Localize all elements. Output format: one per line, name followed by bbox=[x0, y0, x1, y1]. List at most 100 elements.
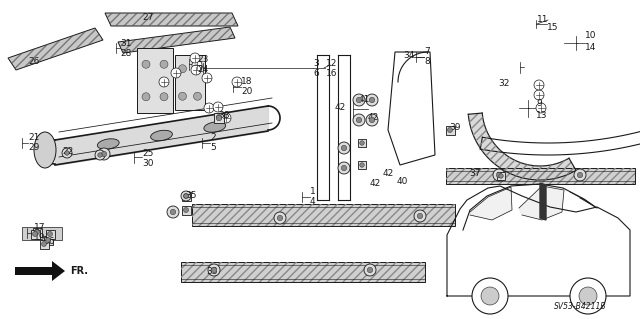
Text: 28: 28 bbox=[120, 48, 131, 57]
Circle shape bbox=[534, 80, 544, 90]
Circle shape bbox=[62, 148, 72, 158]
Text: 40: 40 bbox=[397, 177, 408, 187]
Bar bbox=[137, 48, 173, 113]
Circle shape bbox=[481, 287, 499, 305]
Text: 2: 2 bbox=[210, 133, 216, 143]
Circle shape bbox=[356, 117, 362, 123]
Circle shape bbox=[95, 150, 105, 160]
Circle shape bbox=[274, 212, 286, 224]
Circle shape bbox=[216, 115, 222, 121]
Circle shape bbox=[366, 114, 378, 126]
Circle shape bbox=[579, 287, 597, 305]
Text: 29: 29 bbox=[28, 144, 40, 152]
Text: 23: 23 bbox=[197, 56, 209, 64]
Circle shape bbox=[47, 232, 52, 236]
Circle shape bbox=[98, 148, 110, 160]
Circle shape bbox=[414, 210, 426, 222]
Text: 21: 21 bbox=[28, 133, 40, 143]
Circle shape bbox=[171, 68, 181, 78]
Circle shape bbox=[356, 97, 362, 103]
Circle shape bbox=[191, 65, 201, 75]
Text: 17: 17 bbox=[34, 224, 45, 233]
Circle shape bbox=[341, 145, 347, 151]
Circle shape bbox=[179, 92, 186, 100]
Text: 19: 19 bbox=[34, 234, 45, 242]
Text: 18: 18 bbox=[241, 78, 253, 86]
Text: 41: 41 bbox=[359, 95, 371, 105]
Bar bbox=[182, 205, 191, 214]
Circle shape bbox=[35, 229, 40, 234]
Bar bbox=[44, 235, 52, 244]
Bar bbox=[33, 227, 42, 236]
Circle shape bbox=[216, 115, 221, 120]
Text: 33: 33 bbox=[206, 268, 218, 277]
Circle shape bbox=[101, 151, 107, 157]
Circle shape bbox=[366, 94, 378, 106]
Circle shape bbox=[192, 60, 202, 70]
Circle shape bbox=[160, 60, 168, 68]
Ellipse shape bbox=[204, 122, 226, 132]
Polygon shape bbox=[540, 183, 546, 220]
Circle shape bbox=[142, 60, 150, 68]
Circle shape bbox=[338, 162, 350, 174]
Bar bbox=[45, 229, 54, 239]
Circle shape bbox=[353, 114, 365, 126]
Circle shape bbox=[353, 94, 365, 106]
Text: 16: 16 bbox=[326, 69, 337, 78]
Circle shape bbox=[45, 237, 51, 242]
Circle shape bbox=[577, 172, 582, 178]
Circle shape bbox=[493, 169, 505, 181]
Text: 26: 26 bbox=[28, 56, 40, 65]
Circle shape bbox=[338, 142, 350, 154]
Text: 14: 14 bbox=[585, 42, 596, 51]
Bar bbox=[40, 240, 49, 249]
Circle shape bbox=[204, 103, 214, 113]
Circle shape bbox=[170, 209, 176, 215]
Circle shape bbox=[142, 93, 150, 101]
Polygon shape bbox=[118, 27, 235, 53]
Text: 3: 3 bbox=[313, 58, 319, 68]
Circle shape bbox=[360, 163, 364, 167]
Ellipse shape bbox=[97, 139, 119, 149]
Circle shape bbox=[208, 264, 220, 276]
Circle shape bbox=[213, 102, 223, 112]
Ellipse shape bbox=[150, 130, 172, 141]
Text: 8: 8 bbox=[424, 57, 429, 66]
Text: 36: 36 bbox=[43, 238, 54, 247]
Text: 42: 42 bbox=[368, 114, 380, 122]
Circle shape bbox=[360, 141, 364, 145]
Text: 7: 7 bbox=[424, 48, 429, 56]
Circle shape bbox=[367, 267, 372, 273]
Bar bbox=[175, 55, 205, 110]
Text: 12: 12 bbox=[326, 58, 337, 68]
Circle shape bbox=[369, 97, 374, 103]
Text: 20: 20 bbox=[241, 87, 252, 97]
Circle shape bbox=[570, 278, 606, 314]
Bar bbox=[182, 191, 191, 201]
Text: 25: 25 bbox=[142, 149, 154, 158]
Text: 1: 1 bbox=[310, 188, 316, 197]
Text: 39: 39 bbox=[449, 123, 461, 132]
Circle shape bbox=[98, 153, 102, 157]
Text: 30: 30 bbox=[142, 159, 154, 167]
Bar bbox=[22, 227, 62, 240]
Circle shape bbox=[184, 194, 188, 198]
Circle shape bbox=[190, 53, 200, 63]
Circle shape bbox=[193, 92, 202, 100]
Text: 4: 4 bbox=[310, 197, 316, 206]
Text: 9: 9 bbox=[536, 100, 541, 108]
Text: 34: 34 bbox=[403, 50, 414, 60]
Bar bbox=[358, 139, 366, 147]
Text: 11: 11 bbox=[537, 16, 548, 25]
Text: 32: 32 bbox=[498, 79, 509, 88]
Circle shape bbox=[193, 65, 202, 73]
Circle shape bbox=[184, 207, 189, 212]
Circle shape bbox=[574, 169, 586, 181]
Text: 37: 37 bbox=[469, 169, 481, 179]
Bar bbox=[31, 229, 40, 239]
Circle shape bbox=[33, 232, 38, 236]
Text: 22: 22 bbox=[62, 147, 73, 157]
Circle shape bbox=[364, 264, 376, 276]
Circle shape bbox=[65, 151, 69, 155]
Circle shape bbox=[184, 194, 189, 198]
